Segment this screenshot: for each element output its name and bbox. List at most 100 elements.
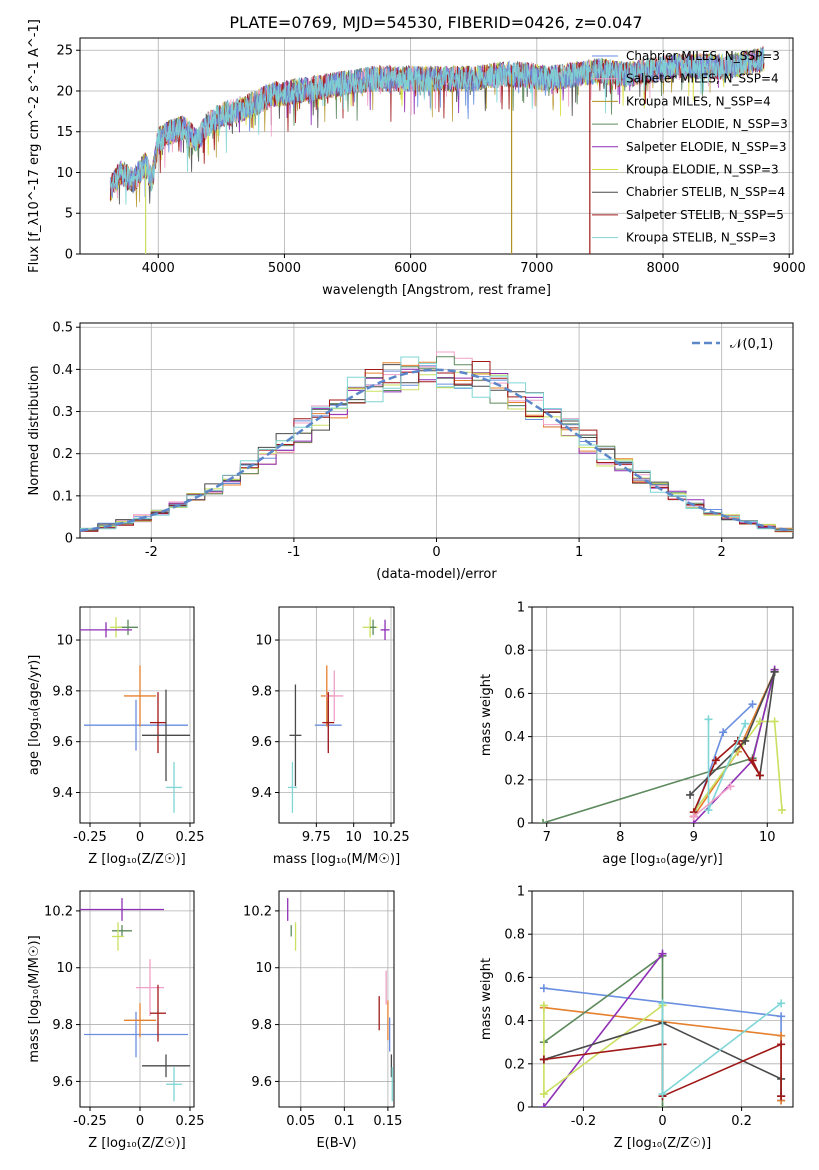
y-tick-label: 0.2 [504, 1057, 525, 1072]
chart-spectrum: 4000 5000 6000 7000 8000 9000 0 5 10 15 20 25 wavele… [27, 19, 806, 298]
x-tick-label: 9000 [773, 261, 806, 276]
series-line [539, 949, 667, 1107]
y-tick-label: 0.6 [504, 971, 525, 986]
y-tick-label: 0.4 [52, 363, 73, 378]
x-axis-label: Z [log₁₀(Z/Z☉)] [88, 852, 185, 867]
errorbar-point [166, 762, 182, 813]
axes-frame [79, 37, 794, 255]
y-tick-label: 0.4 [504, 1014, 525, 1029]
y-tick-label: 0 [517, 817, 525, 832]
x-tick-label: 9 [690, 830, 698, 845]
x-tick-label: 6000 [394, 261, 427, 276]
y-tick-label: 0 [517, 1101, 525, 1116]
chart-mass-vs-Z: -0.25 0 0.25 9.6 9.8 10 10.2 Z [log₁₀(Z/Z☉)] mas… [27, 890, 204, 1151]
x-tick-label: 4000 [142, 261, 175, 276]
y-tick-label: 10 [255, 634, 272, 649]
errorbar-point [322, 692, 335, 754]
axes-frame [79, 890, 195, 1108]
x-tick-label: 0.2 [731, 1114, 752, 1129]
y-tick-label: 10 [255, 961, 272, 976]
x-tick-label: 0 [432, 545, 440, 560]
y-tick-label: 0.8 [504, 928, 525, 943]
y-tick-label: 9.4 [52, 786, 73, 801]
chart-weight-vs-age: 7 8 9 10 0 0.2 0.4 0.6 0.8 1 age [log₁₀(age/yr)] ma… [479, 601, 794, 867]
x-tick-label: 0.05 [286, 1114, 315, 1129]
y-tick-label: 0 [65, 248, 73, 263]
x-tick-label: 7000 [520, 261, 553, 276]
legend: Chabrier MILES, N_SSP=3 Salpeter MILES, N… [592, 49, 788, 245]
legend-label: Chabrier ELODIE, N_SSP=3 [626, 117, 788, 131]
y-tick-label: 0.4 [504, 730, 525, 745]
plot-area [287, 617, 390, 813]
series-line [686, 667, 779, 799]
x-tick-label: 9.75 [302, 830, 331, 845]
y-axis-label: Normed distribution [27, 366, 42, 496]
figure-title: PLATE=0769, MJD=54530, FIBERID=0426, z=0… [229, 13, 642, 32]
series-path [543, 953, 664, 1107]
errorbar-point [289, 684, 302, 787]
x-tick-label: 5000 [268, 261, 301, 276]
series-line [689, 736, 764, 817]
errorbar-point [380, 619, 390, 641]
y-tick-label: 1 [517, 885, 525, 900]
series-marker [711, 756, 720, 765]
x-axis-label: (data-model)/error [376, 567, 497, 582]
x-tick-label: 0.15 [373, 1114, 402, 1129]
plot-area [80, 898, 190, 1102]
chart-mass-vs-EBV: 0.05 0.1 0.15 9.6 9.8 10 10.2 E(B-V) [243, 890, 402, 1151]
y-tick-label: 5 [65, 207, 73, 222]
y-axis-label: mass [log₁₀(M/M☉)] [27, 935, 42, 1062]
y-tick-label: 0.6 [504, 687, 525, 702]
series-marker [658, 1090, 667, 1099]
x-tick-label: 1 [575, 545, 583, 560]
y-tick-label: 0.2 [504, 773, 525, 788]
y-tick-label: 9.8 [251, 1018, 272, 1033]
series-marker [748, 756, 757, 765]
series-marker [755, 717, 764, 726]
histogram-step [80, 356, 793, 531]
y-tick-label: 9.6 [251, 735, 272, 750]
legend-label: Kroupa STELIB, N_SSP=3 [626, 231, 776, 245]
errorbar-point [112, 922, 124, 951]
series-marker [704, 715, 713, 724]
errorbar-point [84, 699, 188, 751]
y-axis-label: mass weight [479, 674, 494, 756]
chart-weight-vs-Z: -0.2 0 0.2 0 0.2 0.4 0.6 0.8 1 Z [log₁₀(Z/Z☉)] mas… [479, 885, 794, 1151]
legend-label: Kroupa ELODIE, N_SSP=3 [626, 163, 779, 177]
legend-label: 𝒩(0,1) [730, 337, 773, 352]
series-marker [689, 812, 698, 821]
series-marker [726, 782, 735, 791]
series-marker [777, 1092, 786, 1101]
plot-area [109, 46, 765, 254]
x-tick-label: 0.25 [176, 830, 205, 845]
legend-label: Chabrier MILES, N_SSP=3 [626, 49, 780, 63]
y-tick-label: 9.6 [52, 735, 73, 750]
y-tick-label: 20 [56, 84, 73, 99]
errorbar-point [80, 898, 164, 921]
series-marker [539, 819, 548, 823]
y-tick-label: 9.4 [251, 786, 272, 801]
x-tick-label: -0.2 [571, 1114, 596, 1129]
series-path [661, 1002, 782, 1096]
x-axis-label: Z [log₁₀(Z/Z☉)] [88, 1136, 185, 1151]
x-tick-label: 10.25 [372, 830, 409, 845]
series-marker [539, 1090, 548, 1099]
errorbar-point [80, 622, 132, 638]
y-tick-label: 0.2 [52, 447, 73, 462]
chart-age-vs-Z: -0.25 0 0.25 9.4 9.6 9.8 10 Z [log₁₀(Z/Z☉)] age … [27, 606, 205, 867]
series-marker [658, 1103, 667, 1107]
series-marker [704, 806, 713, 815]
series-marker [777, 1012, 786, 1021]
x-tick-label: 0 [136, 830, 144, 845]
errorbar-point [150, 692, 166, 754]
y-tick-label: 0 [65, 532, 73, 547]
plot-area [539, 949, 786, 1107]
y-axis-label: mass weight [479, 958, 494, 1040]
spectrum-line [109, 48, 765, 205]
legend-label: Salpeter STELIB, N_SSP=5 [626, 208, 784, 222]
x-axis-label: age [log₁₀(age/yr)] [602, 852, 723, 867]
series-marker [741, 736, 750, 745]
errorbar-point [124, 1003, 156, 1038]
y-tick-label: 10.2 [44, 904, 73, 919]
errorbar-point [150, 984, 166, 1042]
